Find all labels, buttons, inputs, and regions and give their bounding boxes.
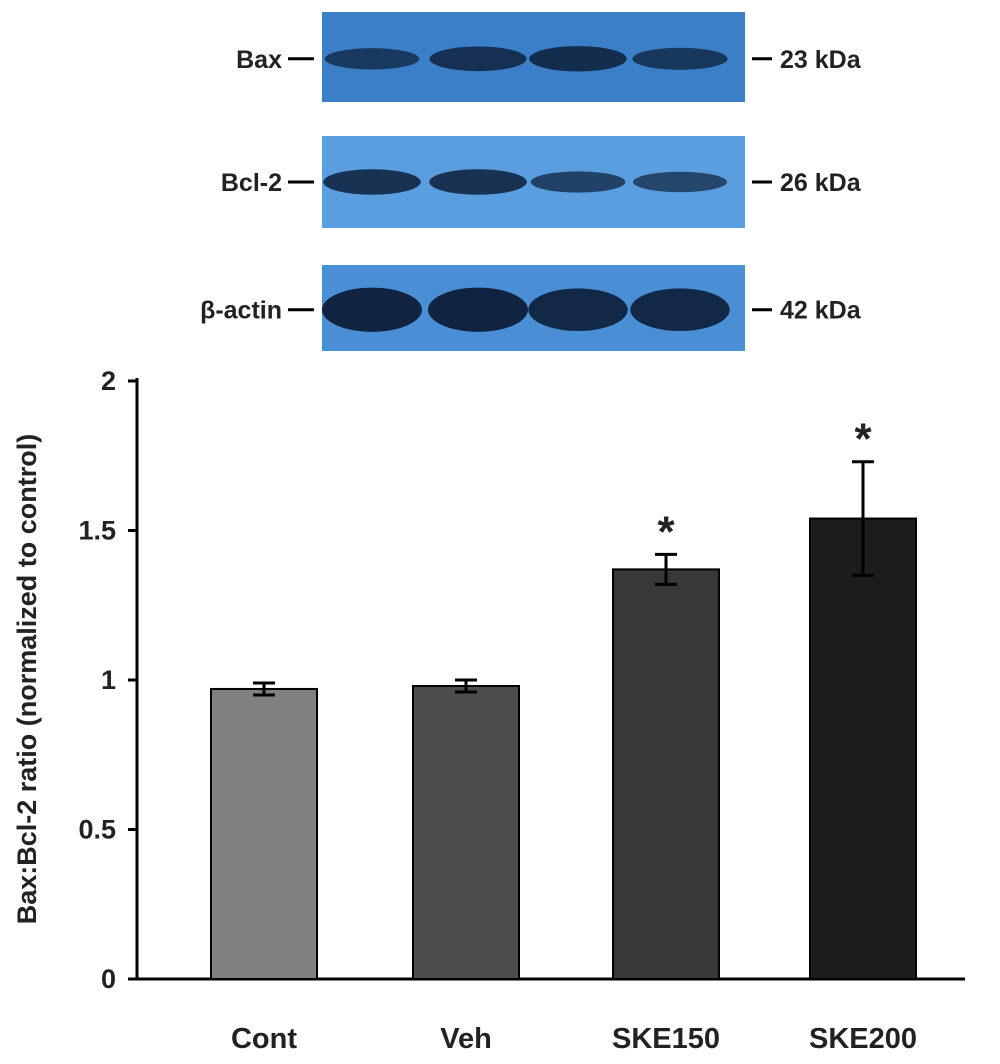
y-tick-label: 0 <box>101 964 116 994</box>
blot-bcl2-band-1 <box>323 169 421 195</box>
bar-ske150 <box>612 568 720 980</box>
western-blot-panels: Bax 23 kDa Bcl-2 26 kDa β-actin 42 kDa <box>200 12 862 351</box>
blot-bax-label: Bax <box>236 46 282 74</box>
x-tick-label-ske200: SKE200 <box>809 1023 917 1055</box>
x-tick-label-veh: Veh <box>440 1023 492 1055</box>
x-axis-tick-labels: Cont Veh SKE150 SKE200 <box>231 1023 917 1055</box>
y-axis-label: Bax:Bcl-2 ratio (normalized to control) <box>12 434 42 925</box>
bar-ske200 <box>809 517 917 980</box>
y-tick-label: 2 <box>101 366 116 396</box>
blot-actin-marker: 42 kDa <box>780 297 862 325</box>
blot-bax: Bax 23 kDa <box>236 12 862 102</box>
significance-marker-ske200: * <box>854 415 872 464</box>
bar-cont <box>210 687 318 980</box>
significance-marker-ske150: * <box>657 507 675 556</box>
blot-actin-band-1 <box>322 287 422 332</box>
blot-actin-band-2 <box>428 287 528 332</box>
bar-chart: 00.511.52 ** Cont Veh SKE150 SKE200 Bax:Bcl… <box>12 366 965 1055</box>
blot-actin: β-actin 42 kDa <box>200 265 862 351</box>
blot-bcl2-band-2 <box>429 169 527 195</box>
y-tick-label: 1.5 <box>78 516 116 546</box>
x-tick-label-cont: Cont <box>231 1023 297 1055</box>
y-axis-ticks: 0 0.5 1 1.5 2 <box>78 366 137 994</box>
blot-bax-band-4 <box>632 47 728 70</box>
blot-actin-label: β-actin <box>200 297 282 325</box>
bar-veh <box>412 684 520 980</box>
blot-actin-band-4 <box>630 288 730 332</box>
bars: ** <box>210 415 917 980</box>
x-tick-label-ske150: SKE150 <box>612 1023 720 1055</box>
blot-bax-band-3 <box>529 46 627 72</box>
y-tick-label: 1 <box>101 665 116 695</box>
blot-actin-band-3 <box>528 288 628 332</box>
blot-bcl2-band-4 <box>633 171 727 193</box>
blot-bcl2-marker: 26 kDa <box>780 169 862 197</box>
blot-bax-band-1 <box>324 48 420 70</box>
y-tick-label: 0.5 <box>78 815 116 845</box>
blot-bcl2-band-3 <box>530 171 626 193</box>
blot-bcl2-label: Bcl-2 <box>221 169 282 197</box>
blot-bax-marker: 23 kDa <box>780 46 862 74</box>
blot-bax-band-2 <box>429 46 527 72</box>
blot-bcl2: Bcl-2 26 kDa <box>221 136 862 228</box>
